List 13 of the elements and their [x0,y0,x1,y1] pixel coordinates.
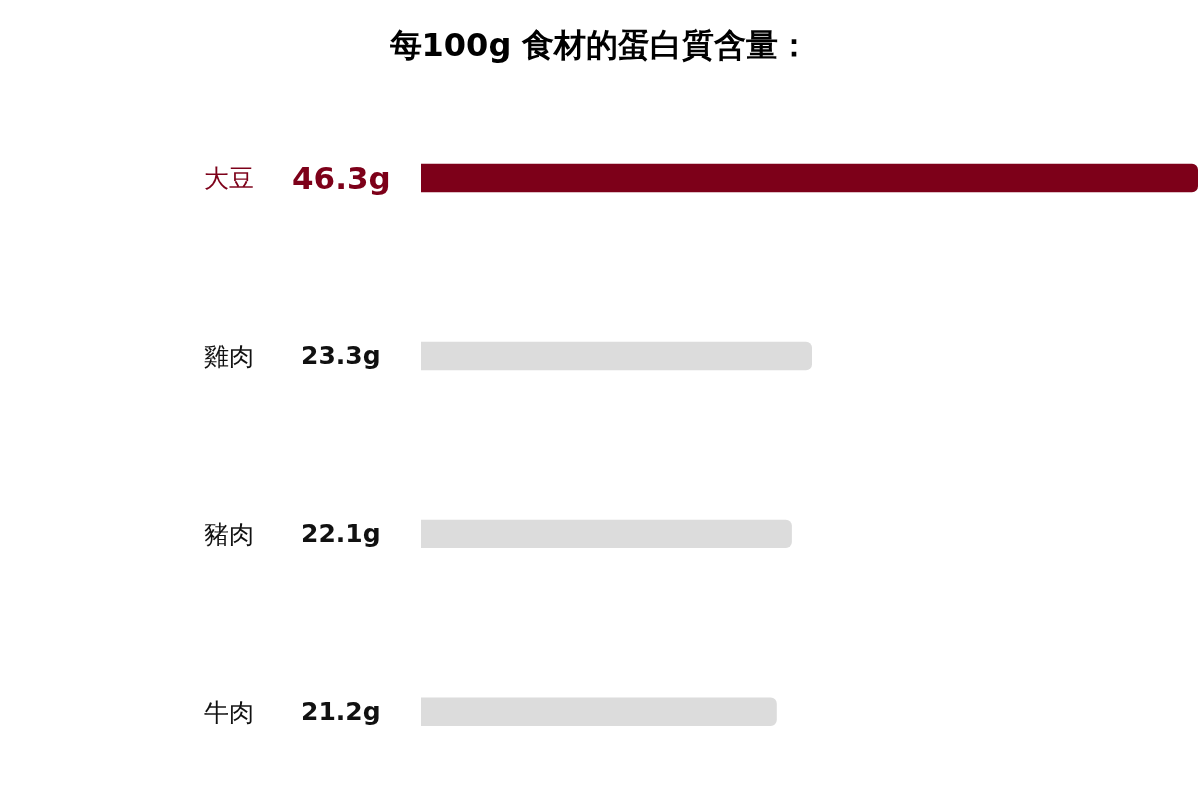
y-tick-label: 大豆 [204,163,254,193]
bar [421,341,813,371]
data-label: 22.1g [301,519,381,548]
bar [421,519,792,549]
bar [421,697,777,727]
bar [421,163,1198,193]
text: 每100g 食材的蛋白質含量： [388,26,811,65]
data-label: 21.2g [301,697,381,726]
y-tick-label: 牛肉 [204,697,254,727]
y-tick-label: 豬肉 [204,519,254,549]
data-label: 23.3g [301,341,381,370]
data-label: 46.3g [292,160,391,196]
y-tick-label: 雞肉 [204,341,254,371]
